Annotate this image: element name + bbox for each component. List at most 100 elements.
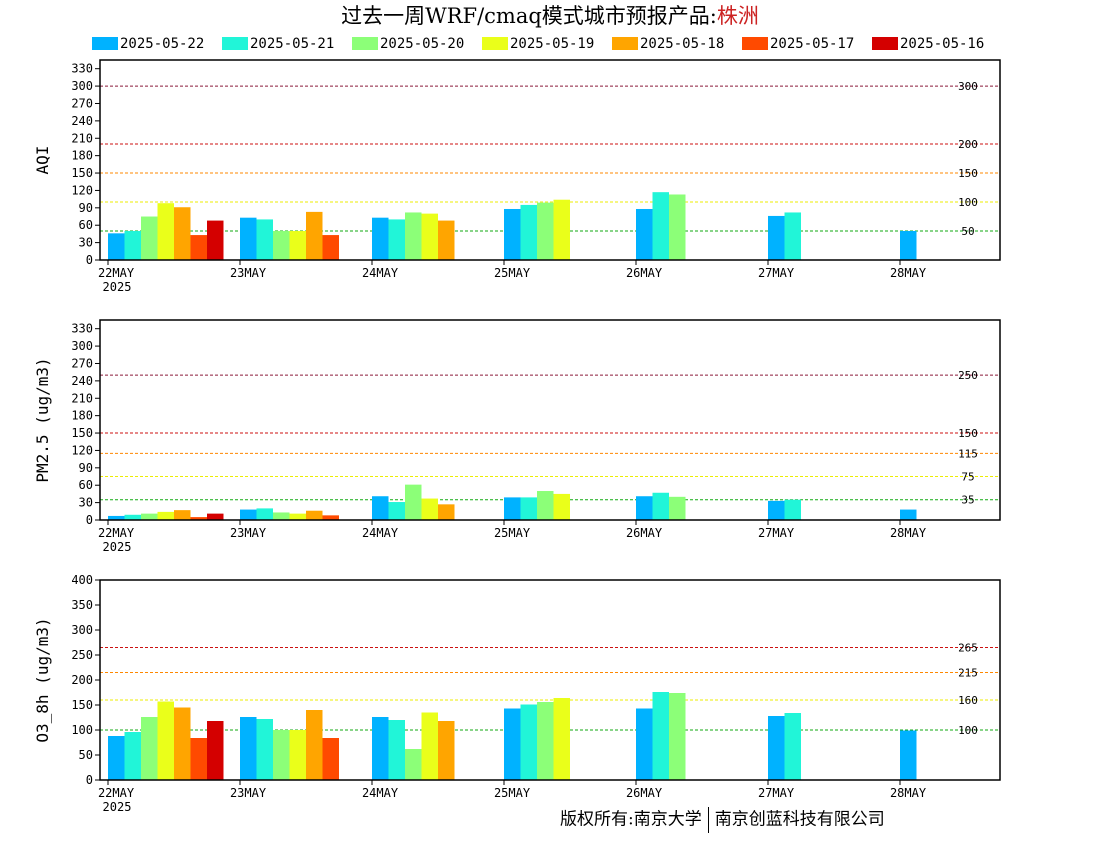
threshold-label: 35 [961, 494, 974, 507]
bar [784, 713, 801, 780]
bar [768, 716, 785, 780]
bar [157, 701, 174, 780]
x-tick-label: 22MAY [98, 786, 135, 800]
y-tick-label: 120 [71, 443, 93, 457]
y-tick-label: 150 [71, 166, 93, 180]
y-tick-label: 50 [79, 748, 93, 762]
bar [553, 698, 570, 780]
bar [900, 231, 917, 260]
x-tick-label: 26MAY [626, 786, 663, 800]
bar [322, 235, 339, 260]
bar [240, 717, 257, 780]
title-main: 过去一周WRF/cmaq模式城市预报产品: [341, 4, 717, 28]
bar [157, 203, 174, 260]
bar [405, 749, 422, 780]
threshold-label: 215 [958, 667, 978, 680]
legend-label: 2025-05-22 [120, 36, 205, 52]
bar [421, 712, 438, 780]
bar [652, 492, 669, 520]
y-tick-label: 100 [71, 723, 93, 737]
x-tick-label: 26MAY [626, 526, 663, 540]
bar [504, 708, 521, 780]
legend-label: 2025-05-19 [510, 36, 595, 52]
y-tick-label: 330 [71, 62, 93, 76]
bar [438, 721, 455, 780]
y-axis-label: O3_8h (ug/m3) [33, 617, 52, 742]
bar [553, 493, 570, 520]
bar [124, 732, 141, 780]
bar [900, 730, 917, 780]
bar [388, 219, 405, 260]
threshold-label: 250 [958, 369, 978, 382]
y-tick-label: 350 [71, 598, 93, 612]
threshold-label: 100 [958, 724, 978, 737]
bar [768, 215, 785, 260]
x-tick-label: 27MAY [758, 266, 795, 280]
title-city: 株洲 [716, 4, 759, 28]
legend-swatch [352, 37, 378, 50]
bar [306, 211, 323, 260]
y-tick-label: 150 [71, 698, 93, 712]
footer-left: 版权所有:南京大学 [560, 809, 702, 830]
y-tick-label: 210 [71, 391, 93, 405]
bar [520, 204, 537, 260]
bar [108, 515, 125, 520]
y-tick-label: 270 [71, 356, 93, 370]
legend-swatch [742, 37, 768, 50]
y-tick-label: 0 [86, 773, 93, 787]
x-tick-label: 22MAY [98, 526, 135, 540]
x-tick-label: 23MAY [230, 266, 267, 280]
x-tick-label: 27MAY [758, 526, 795, 540]
bar [289, 513, 306, 520]
threshold-label: 300 [958, 80, 978, 93]
y-tick-label: 180 [71, 149, 93, 163]
threshold-label: 160 [958, 694, 978, 707]
bar [273, 231, 290, 260]
y-axis-label: AQI [33, 146, 52, 175]
legend-swatch [222, 37, 248, 50]
bar [669, 194, 686, 260]
bar [240, 509, 257, 520]
bar [141, 717, 158, 780]
bar [256, 508, 273, 520]
bar [372, 496, 389, 520]
bar [273, 730, 290, 780]
bar [322, 515, 339, 520]
bar [306, 710, 323, 780]
bar [784, 212, 801, 260]
bar [669, 496, 686, 520]
x-year-label: 2025 [103, 540, 132, 554]
bar [421, 498, 438, 520]
bar [388, 502, 405, 520]
y-tick-label: 300 [71, 79, 93, 93]
bar [124, 231, 141, 260]
x-tick-label: 23MAY [230, 526, 267, 540]
bar [784, 499, 801, 520]
bar [388, 720, 405, 780]
x-tick-label: 27MAY [758, 786, 795, 800]
bar [141, 216, 158, 260]
bar [652, 692, 669, 780]
x-year-label: 2025 [103, 800, 132, 814]
threshold-label: 75 [961, 471, 974, 484]
bar [504, 497, 521, 520]
bar [174, 207, 191, 260]
y-tick-label: 30 [79, 236, 93, 250]
y-tick-label: 90 [79, 461, 93, 475]
bar [372, 717, 389, 780]
y-tick-label: 300 [71, 339, 93, 353]
bar [652, 192, 669, 260]
bar [520, 497, 537, 520]
bar [553, 199, 570, 260]
bar [322, 738, 339, 780]
y-tick-label: 240 [71, 114, 93, 128]
y-tick-label: 90 [79, 201, 93, 215]
bar [405, 484, 422, 520]
legend-label: 2025-05-20 [380, 36, 465, 52]
x-tick-label: 24MAY [362, 266, 399, 280]
bar [289, 730, 306, 780]
y-tick-label: 0 [86, 513, 93, 527]
x-tick-label: 24MAY [362, 786, 399, 800]
bar [174, 707, 191, 780]
